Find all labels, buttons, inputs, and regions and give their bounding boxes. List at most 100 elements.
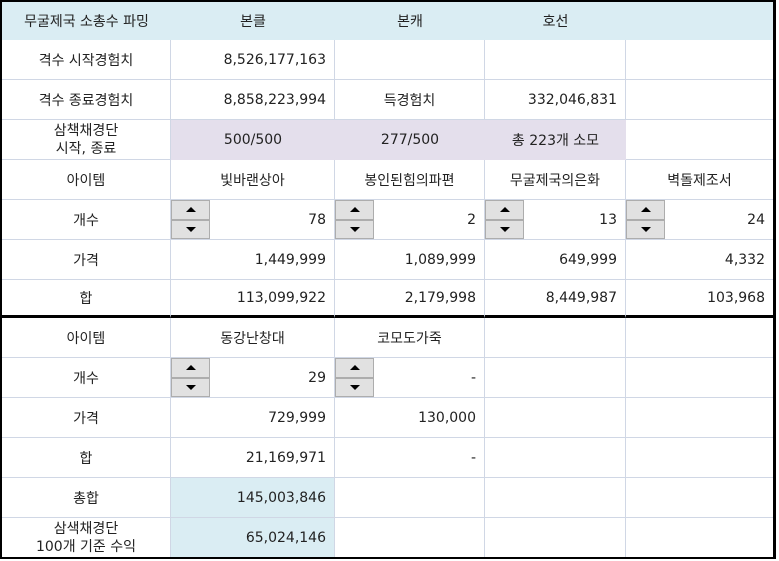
empty-cell[interactable] (485, 438, 626, 478)
item-label[interactable]: 아이템 (2, 160, 171, 200)
item-count: 24 (747, 211, 765, 228)
item-price[interactable]: 1,449,999 (171, 240, 335, 280)
stamina-end[interactable]: 277/500 (335, 120, 485, 160)
profit-label-line1: 삼색채경단 (53, 520, 119, 537)
total-value[interactable]: 145,003,846 (171, 478, 335, 518)
total-label[interactable]: 총합 (2, 478, 171, 518)
quantity-spinner[interactable] (171, 358, 210, 397)
empty-cell[interactable] (626, 120, 773, 160)
end-exp-value[interactable]: 8,858,223,994 (171, 80, 335, 120)
profit-value[interactable]: 65,024,146 (171, 518, 335, 557)
gained-exp-value[interactable]: 332,046,831 (485, 80, 626, 120)
count-label[interactable]: 개수 (2, 358, 171, 398)
end-exp-label[interactable]: 격수 종료경험치 (2, 80, 171, 120)
item-name[interactable]: 봉인된힘의파편 (335, 160, 485, 200)
item-count-cell[interactable]: 13 (485, 200, 626, 240)
item-name[interactable]: 동강난창대 (171, 318, 335, 358)
item-price[interactable]: 1,089,999 (335, 240, 485, 280)
arrow-up-icon (640, 207, 651, 213)
item-sum[interactable]: 21,169,971 (171, 438, 335, 478)
item-price[interactable]: 4,332 (626, 240, 773, 280)
empty-cell[interactable] (626, 318, 773, 358)
empty-cell[interactable] (626, 398, 773, 438)
empty-cell[interactable] (335, 518, 485, 557)
empty-cell[interactable] (485, 478, 626, 518)
item-name[interactable]: 벽돌제조서 (626, 160, 773, 200)
stamina-consumed[interactable]: 총 223개 소모 (485, 120, 626, 160)
spin-up-button[interactable] (171, 200, 210, 220)
spin-down-button[interactable] (171, 219, 210, 239)
spin-up-button[interactable] (626, 200, 665, 220)
quantity-spinner[interactable] (335, 358, 374, 397)
profit-label[interactable]: 삼색채경단 100개 기준 수익 (2, 518, 171, 557)
empty-cell[interactable] (485, 518, 626, 557)
header-col-hoseon[interactable]: 호선 (485, 2, 626, 40)
empty-cell[interactable] (626, 518, 773, 557)
item-price[interactable]: 130,000 (335, 398, 485, 438)
empty-cell[interactable] (485, 318, 626, 358)
item-sum[interactable]: 113,099,922 (171, 280, 335, 318)
price-label[interactable]: 가격 (2, 398, 171, 438)
empty-cell[interactable] (485, 40, 626, 80)
spin-down-button[interactable] (485, 219, 524, 239)
empty-cell[interactable] (335, 478, 485, 518)
item-count: 13 (599, 211, 617, 228)
quantity-spinner[interactable] (335, 200, 374, 239)
arrow-down-icon (349, 226, 360, 232)
stamina-label[interactable]: 삼책채경단 시작, 종료 (2, 120, 171, 160)
start-exp-value[interactable]: 8,526,177,163 (171, 40, 335, 80)
header-col-empty[interactable] (626, 2, 773, 40)
gained-exp-label[interactable]: 득경험치 (335, 80, 485, 120)
item-count-cell[interactable]: 78 (171, 200, 335, 240)
start-exp-label[interactable]: 격수 시작경험치 (2, 40, 171, 80)
spin-up-button[interactable] (485, 200, 524, 220)
profit-label-line2: 100개 기준 수익 (35, 538, 137, 555)
item-label[interactable]: 아이템 (2, 318, 171, 358)
spreadsheet-grid: 무굴제국 소총수 파밍 본클 본캐 호선 격수 시작경험치 8,526,177,… (2, 2, 773, 557)
item-price[interactable]: 729,999 (171, 398, 335, 438)
item-name[interactable]: 무굴제국의은화 (485, 160, 626, 200)
item-sum[interactable]: 103,968 (626, 280, 773, 318)
header-col-bonkae[interactable]: 본캐 (335, 2, 485, 40)
item-name[interactable]: 코모도가죽 (335, 318, 485, 358)
empty-cell[interactable] (626, 438, 773, 478)
spin-down-button[interactable] (626, 219, 665, 239)
empty-cell[interactable] (335, 40, 485, 80)
item-sum[interactable]: - (335, 438, 485, 478)
item-count-cell[interactable]: 2 (335, 200, 485, 240)
quantity-spinner[interactable] (626, 200, 665, 239)
item-sum[interactable]: 2,179,998 (335, 280, 485, 318)
empty-cell[interactable] (485, 398, 626, 438)
header-title[interactable]: 무굴제국 소총수 파밍 (2, 2, 171, 40)
spin-up-button[interactable] (335, 200, 374, 220)
item-count: - (470, 369, 476, 386)
stamina-label-line2: 시작, 종료 (55, 140, 117, 157)
spin-down-button[interactable] (171, 377, 210, 397)
item-count-cell[interactable]: 29 (171, 358, 335, 398)
sum-label[interactable]: 합 (2, 280, 171, 318)
spin-down-button[interactable] (335, 219, 374, 239)
arrow-up-icon (499, 207, 510, 213)
item-count-cell[interactable]: 24 (626, 200, 773, 240)
spin-up-button[interactable] (335, 358, 374, 378)
item-count-cell[interactable]: - (335, 358, 485, 398)
spin-up-button[interactable] (171, 358, 210, 378)
price-label[interactable]: 가격 (2, 240, 171, 280)
item-price[interactable]: 649,999 (485, 240, 626, 280)
spin-down-button[interactable] (335, 377, 374, 397)
empty-cell[interactable] (626, 358, 773, 398)
stamina-start[interactable]: 500/500 (171, 120, 335, 160)
arrow-up-icon (349, 207, 360, 213)
quantity-spinner[interactable] (171, 200, 210, 239)
empty-cell[interactable] (485, 358, 626, 398)
empty-cell[interactable] (626, 478, 773, 518)
item-sum[interactable]: 8,449,987 (485, 280, 626, 318)
empty-cell[interactable] (626, 80, 773, 120)
header-col-bonkeul[interactable]: 본클 (171, 2, 335, 40)
count-label[interactable]: 개수 (2, 200, 171, 240)
empty-cell[interactable] (626, 40, 773, 80)
item-count: 2 (467, 211, 476, 228)
quantity-spinner[interactable] (485, 200, 524, 239)
sum-label[interactable]: 합 (2, 438, 171, 478)
item-name[interactable]: 빛바랜상아 (171, 160, 335, 200)
